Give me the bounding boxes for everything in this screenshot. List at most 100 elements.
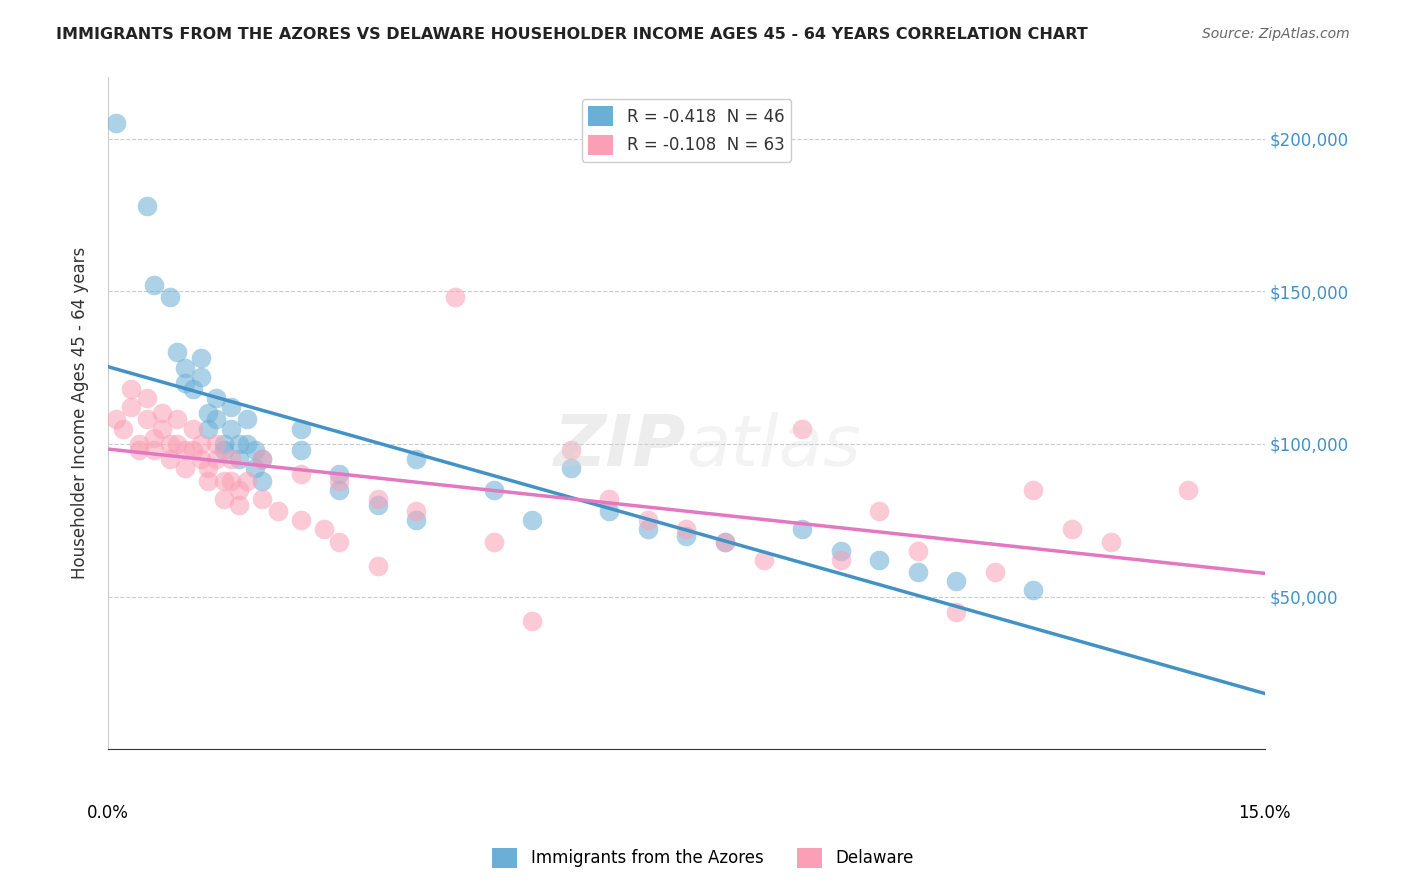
Point xyxy=(252,491,274,506)
Point xyxy=(236,474,259,488)
Point xyxy=(166,412,188,426)
Point xyxy=(205,452,228,467)
Point xyxy=(482,534,505,549)
Point xyxy=(290,467,312,482)
Point xyxy=(212,491,235,506)
Y-axis label: Householder Income Ages 45 - 64 years: Householder Income Ages 45 - 64 years xyxy=(72,247,89,580)
Point xyxy=(190,369,212,384)
Point xyxy=(159,452,181,467)
Point xyxy=(637,523,659,537)
Point xyxy=(143,442,166,457)
Point xyxy=(228,452,250,467)
Point xyxy=(598,504,620,518)
Point xyxy=(945,574,967,589)
Point xyxy=(290,442,312,457)
Point xyxy=(405,513,427,527)
Point xyxy=(405,452,427,467)
Text: ZIP: ZIP xyxy=(554,412,686,482)
Point xyxy=(143,431,166,445)
Point xyxy=(482,483,505,497)
Point xyxy=(181,422,204,436)
Text: atlas: atlas xyxy=(686,412,860,482)
Point xyxy=(174,360,197,375)
Point xyxy=(104,412,127,426)
Point xyxy=(181,382,204,396)
Point xyxy=(560,442,582,457)
Point xyxy=(598,491,620,506)
Point xyxy=(212,437,235,451)
Point xyxy=(212,474,235,488)
Point xyxy=(520,513,543,527)
Point xyxy=(520,614,543,628)
Point xyxy=(128,437,150,451)
Point xyxy=(174,442,197,457)
Point xyxy=(236,437,259,451)
Point xyxy=(190,351,212,366)
Point xyxy=(243,461,266,475)
Point xyxy=(868,504,890,518)
Point xyxy=(112,422,135,436)
Point xyxy=(197,461,219,475)
Point xyxy=(907,543,929,558)
Point xyxy=(120,382,142,396)
Point xyxy=(150,406,173,420)
Point xyxy=(135,391,157,405)
Point xyxy=(174,461,197,475)
Point xyxy=(328,467,350,482)
Point xyxy=(205,391,228,405)
Point xyxy=(197,422,219,436)
Legend: R = -0.418  N = 46, R = -0.108  N = 63: R = -0.418 N = 46, R = -0.108 N = 63 xyxy=(582,99,792,161)
Point xyxy=(290,422,312,436)
Point xyxy=(1022,483,1045,497)
Point xyxy=(405,504,427,518)
Point xyxy=(714,534,737,549)
Point xyxy=(190,437,212,451)
Point xyxy=(221,401,243,415)
Point xyxy=(212,442,235,457)
Point xyxy=(159,290,181,304)
Point xyxy=(150,422,173,436)
Point xyxy=(143,278,166,293)
Point xyxy=(120,401,142,415)
Point xyxy=(205,412,228,426)
Point xyxy=(790,422,813,436)
Point xyxy=(790,523,813,537)
Point xyxy=(868,553,890,567)
Point xyxy=(104,116,127,130)
Point xyxy=(675,528,697,542)
Point xyxy=(221,422,243,436)
Point xyxy=(236,412,259,426)
Point xyxy=(714,534,737,549)
Point xyxy=(907,565,929,579)
Point xyxy=(252,474,274,488)
Point xyxy=(228,483,250,497)
Text: IMMIGRANTS FROM THE AZORES VS DELAWARE HOUSEHOLDER INCOME AGES 45 - 64 YEARS COR: IMMIGRANTS FROM THE AZORES VS DELAWARE H… xyxy=(56,27,1088,42)
Point xyxy=(228,498,250,512)
Text: 0.0%: 0.0% xyxy=(87,805,129,822)
Text: 15.0%: 15.0% xyxy=(1239,805,1291,822)
Point xyxy=(1177,483,1199,497)
Point xyxy=(984,565,1007,579)
Point xyxy=(328,474,350,488)
Legend: Immigrants from the Azores, Delaware: Immigrants from the Azores, Delaware xyxy=(485,841,921,875)
Point xyxy=(197,406,219,420)
Point xyxy=(228,437,250,451)
Point xyxy=(135,412,157,426)
Point xyxy=(197,474,219,488)
Point xyxy=(560,461,582,475)
Point xyxy=(266,504,288,518)
Text: Source: ZipAtlas.com: Source: ZipAtlas.com xyxy=(1202,27,1350,41)
Point xyxy=(1060,523,1083,537)
Point xyxy=(637,513,659,527)
Point xyxy=(367,559,389,574)
Point xyxy=(328,534,350,549)
Point xyxy=(166,345,188,359)
Point xyxy=(290,513,312,527)
Point xyxy=(221,452,243,467)
Point xyxy=(174,376,197,390)
Point xyxy=(128,442,150,457)
Point xyxy=(367,498,389,512)
Point xyxy=(243,442,266,457)
Point xyxy=(328,483,350,497)
Point xyxy=(135,199,157,213)
